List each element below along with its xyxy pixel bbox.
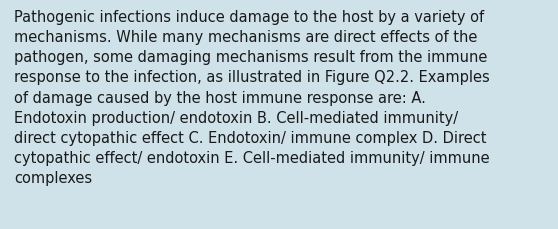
Text: Pathogenic infections induce damage to the host by a variety of
mechanisms. Whil: Pathogenic infections induce damage to t…: [14, 10, 490, 185]
